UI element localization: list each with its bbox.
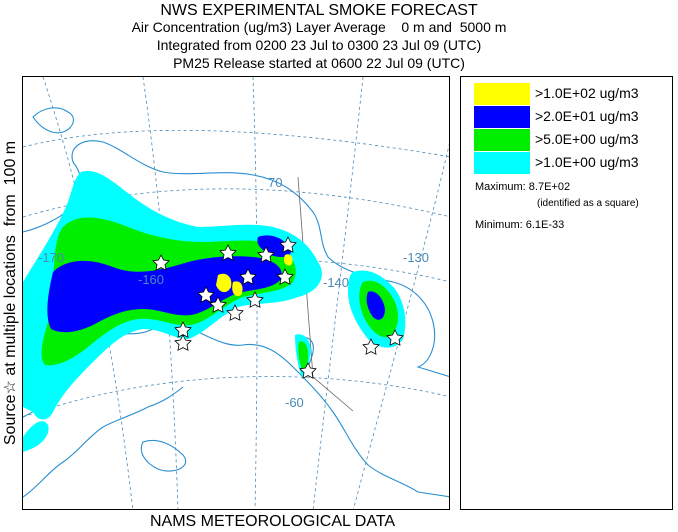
legend-minimum: Minimum: 6.1E-33 [475, 219, 565, 231]
legend-maximum: Maximum: 8.7E+02 [475, 181, 571, 193]
grid-label-lon-160: -160 [138, 272, 164, 287]
met-data-label: NAMS METEOROLOGICAL DATA [150, 513, 396, 530]
grid-label-lat-60: -60 [285, 395, 304, 410]
source-star-icon [226, 304, 244, 321]
grid-label-lon-130: -130 [403, 250, 429, 265]
legend-swatch-green [474, 129, 530, 151]
legend-label-blue: >2.0E+01 ug/m3 [535, 108, 639, 124]
subtitle-integration: Integrated from 0200 23 Jul to 0300 23 J… [156, 37, 482, 53]
legend-swatch-yellow [474, 83, 530, 105]
subtitle-release: PM25 Release started at 0600 22 Jul 09 (… [173, 55, 465, 71]
source-side-label: Source☆ at multiple locations from 100 m [2, 140, 19, 446]
plume-yellow-layer [216, 254, 293, 297]
grid-label-lon-170: -170 [38, 250, 64, 265]
grid-label-lon-140: -140 [323, 275, 349, 290]
source-star-icon [209, 296, 227, 313]
source-star-icon [279, 236, 297, 253]
grid-label-lat-70: 70 [268, 175, 282, 190]
source-star-icon [174, 334, 192, 351]
legend-panel: >1.0E+02 ug/m3 >2.0E+01 ug/m3 >5.0E+00 u… [460, 76, 673, 510]
legend-swatch-blue [474, 106, 530, 128]
legend-label-yellow: >1.0E+02 ug/m3 [535, 85, 639, 101]
source-star-icon [276, 268, 294, 285]
source-star-icon [239, 268, 257, 285]
legend-maximum-note: (identified as a square) [537, 198, 639, 209]
source-star-icon [246, 291, 264, 308]
map-svg: 70 -170 -160 -140 -130 -60 [23, 77, 449, 509]
map-panel: 70 -170 -160 -140 -130 -60 [22, 76, 450, 510]
source-star-icon [386, 329, 404, 346]
legend-label-green: >5.0E+00 ug/m3 [535, 131, 639, 147]
subtitle-concentration: Air Concentration (ug/m3) Layer Average … [131, 19, 507, 35]
source-star-icon [362, 338, 380, 355]
legend-label-cyan: >1.0E+00 ug/m3 [535, 154, 639, 170]
source-star-icon [197, 286, 215, 303]
source-star-icon [219, 244, 237, 261]
source-star-icon [152, 254, 170, 271]
source-star-icon [257, 246, 275, 263]
source-star-icon [299, 362, 317, 379]
legend-swatch-cyan [474, 152, 530, 174]
source-markers [152, 236, 404, 379]
map-title: NWS EXPERIMENTAL SMOKE FORECAST [160, 2, 478, 19]
